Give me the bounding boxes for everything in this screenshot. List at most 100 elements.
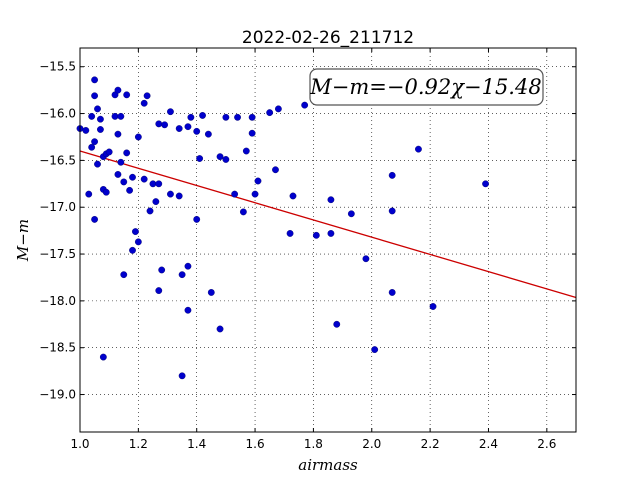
x-tick-label: 2.6 bbox=[537, 437, 556, 451]
data-point bbox=[94, 105, 101, 113]
fit-equation: M−m=−0.92χ−15.48 bbox=[309, 75, 541, 99]
data-point bbox=[97, 126, 104, 133]
data-point bbox=[175, 125, 183, 132]
data-point bbox=[140, 175, 148, 183]
data-point bbox=[196, 155, 204, 162]
y-tick-label: −18.0 bbox=[39, 294, 76, 308]
data-point bbox=[91, 215, 98, 223]
data-point bbox=[274, 105, 282, 113]
data-point bbox=[167, 190, 174, 198]
data-point bbox=[239, 208, 247, 216]
data-point bbox=[242, 147, 250, 155]
data-point bbox=[388, 207, 396, 215]
data-point bbox=[207, 289, 215, 296]
data-point bbox=[333, 320, 341, 328]
data-point bbox=[184, 123, 192, 131]
x-tick-label: 2.0 bbox=[362, 437, 381, 451]
data-point bbox=[85, 190, 93, 198]
data-point bbox=[388, 289, 396, 296]
data-point bbox=[193, 127, 201, 135]
data-point bbox=[184, 262, 192, 270]
data-point bbox=[222, 156, 230, 163]
data-point bbox=[91, 76, 98, 84]
data-point bbox=[155, 120, 163, 128]
data-point bbox=[134, 238, 142, 246]
data-point bbox=[301, 101, 309, 109]
data-point bbox=[114, 171, 122, 178]
data-point bbox=[184, 306, 192, 314]
data-point bbox=[114, 86, 122, 94]
data-point bbox=[327, 196, 335, 204]
data-point bbox=[155, 180, 163, 188]
x-tick-label: 1.4 bbox=[187, 437, 206, 451]
data-point bbox=[88, 143, 96, 151]
chart-title: 2022-02-26_211712 bbox=[242, 28, 414, 48]
y-tick-label: −17.0 bbox=[39, 200, 76, 214]
x-tick-label: 1.2 bbox=[129, 437, 148, 451]
y-axis-label: M−m bbox=[14, 219, 32, 262]
data-point bbox=[91, 92, 98, 100]
data-point bbox=[187, 113, 195, 121]
data-point bbox=[216, 153, 224, 161]
data-point bbox=[272, 166, 279, 174]
data-point bbox=[158, 266, 166, 274]
data-point bbox=[120, 271, 128, 279]
y-tick-label: −17.5 bbox=[39, 247, 76, 261]
data-point bbox=[123, 149, 131, 157]
y-tick-label: −15.5 bbox=[39, 60, 76, 74]
x-tick-label: 1.0 bbox=[70, 437, 89, 451]
data-point bbox=[140, 99, 148, 107]
data-point bbox=[146, 207, 154, 215]
data-point bbox=[102, 188, 110, 196]
data-point bbox=[248, 129, 256, 137]
x-tick-label: 2.4 bbox=[479, 437, 498, 451]
data-point bbox=[129, 246, 136, 254]
x-tick-label: 2.2 bbox=[421, 437, 440, 451]
data-point bbox=[251, 190, 259, 198]
data-point bbox=[143, 92, 151, 100]
data-point bbox=[248, 113, 256, 121]
y-tick-label: −16.5 bbox=[39, 153, 76, 167]
equation-box: M−m=−0.92χ−15.48 bbox=[309, 68, 544, 106]
data-point bbox=[289, 192, 297, 200]
data-point bbox=[362, 255, 370, 263]
data-point bbox=[82, 127, 90, 134]
data-point bbox=[193, 215, 201, 223]
x-axis-label: airmass bbox=[298, 456, 358, 474]
x-tick-label: 1.6 bbox=[246, 437, 265, 451]
data-point bbox=[117, 158, 125, 166]
data-point bbox=[222, 113, 230, 121]
equation-box-frame bbox=[309, 68, 544, 106]
data-point bbox=[161, 121, 169, 129]
grid-lines bbox=[79, 48, 576, 432]
data-point bbox=[91, 138, 98, 146]
data-point bbox=[132, 228, 139, 235]
data-point bbox=[178, 271, 186, 279]
data-points bbox=[76, 76, 489, 380]
data-point bbox=[312, 231, 320, 239]
data-point bbox=[123, 91, 131, 99]
data-point bbox=[254, 177, 262, 185]
data-point bbox=[199, 112, 206, 119]
data-point bbox=[155, 287, 163, 294]
data-point bbox=[114, 130, 122, 138]
y-tick-label: −18.5 bbox=[39, 341, 76, 355]
data-point bbox=[415, 145, 422, 153]
data-point bbox=[99, 353, 107, 361]
data-point bbox=[149, 180, 157, 188]
data-point bbox=[111, 112, 119, 120]
data-point bbox=[286, 230, 294, 237]
data-point bbox=[88, 112, 96, 120]
data-point bbox=[234, 113, 241, 121]
data-point bbox=[105, 148, 113, 156]
data-point bbox=[117, 112, 125, 120]
fit-line bbox=[79, 150, 577, 299]
data-point bbox=[429, 303, 437, 310]
data-point bbox=[204, 130, 212, 138]
data-point bbox=[231, 190, 239, 198]
data-point bbox=[347, 210, 355, 218]
data-point bbox=[152, 198, 160, 206]
data-point bbox=[134, 133, 142, 141]
data-point bbox=[175, 192, 183, 200]
